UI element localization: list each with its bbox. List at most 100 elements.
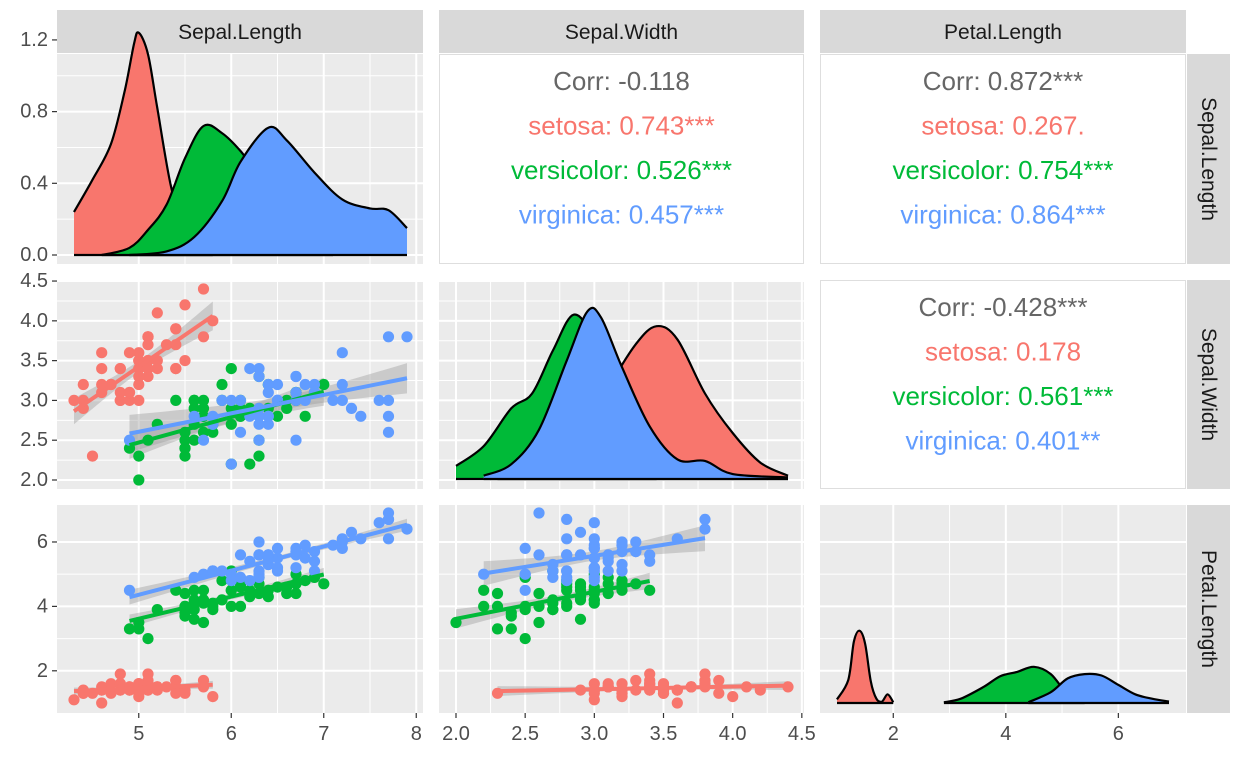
point-versicolor xyxy=(225,584,237,596)
point-versicolor xyxy=(574,613,587,625)
point-versicolor xyxy=(225,418,237,430)
point-setosa xyxy=(713,687,725,699)
point-setosa xyxy=(86,450,99,462)
point-virginica xyxy=(588,533,600,545)
panel-background xyxy=(57,280,423,489)
density-line-virginica xyxy=(1027,672,1170,704)
density-area-virginica xyxy=(129,126,407,255)
density-line-virginica xyxy=(483,306,789,479)
density-area-virginica xyxy=(483,307,788,479)
point-versicolor xyxy=(170,394,182,406)
point-virginica xyxy=(197,434,210,446)
point-virginica xyxy=(519,542,531,555)
point-versicolor xyxy=(179,442,191,454)
correlation-virginica: virginica: 0.457*** xyxy=(519,200,724,230)
point-setosa xyxy=(96,363,108,375)
column-strip xyxy=(57,10,423,53)
row-strip-label: Sepal.Length xyxy=(1197,97,1220,221)
point-virginica xyxy=(345,526,358,538)
correlation-panel xyxy=(820,54,1186,264)
x-tick-label: 6 xyxy=(226,723,237,745)
point-virginica xyxy=(699,523,711,535)
point-setosa xyxy=(68,394,80,406)
point-versicolor xyxy=(133,623,145,635)
point-setosa xyxy=(179,355,191,367)
point-versicolor xyxy=(188,613,200,625)
point-setosa xyxy=(133,378,145,391)
point-virginica xyxy=(373,517,385,529)
point-versicolor xyxy=(519,633,531,645)
point-virginica xyxy=(253,363,265,375)
point-virginica xyxy=(225,575,237,587)
correlation-overall: Corr: -0.428*** xyxy=(918,292,1087,322)
point-versicolor xyxy=(142,633,154,645)
point-setosa xyxy=(151,307,163,319)
y-tick-label: 4 xyxy=(37,595,48,617)
point-virginica xyxy=(262,386,274,399)
x-tick-label: 6 xyxy=(1113,723,1124,745)
point-virginica xyxy=(290,370,302,383)
point-versicolor xyxy=(179,587,191,600)
point-virginica xyxy=(271,542,284,555)
regression-line-setosa xyxy=(72,314,214,413)
point-setosa xyxy=(657,687,670,699)
point-versicolor xyxy=(179,450,191,462)
point-virginica xyxy=(519,568,531,580)
point-virginica xyxy=(244,575,256,587)
column-strip xyxy=(439,10,804,53)
y-tick-label: 0.4 xyxy=(20,172,48,194)
column-strip xyxy=(820,10,1186,53)
point-virginica xyxy=(225,394,237,406)
correlation-overall: Corr: 0.872*** xyxy=(923,66,1083,96)
point-virginica xyxy=(336,542,348,555)
point-setosa xyxy=(96,378,108,391)
point-setosa xyxy=(123,394,136,406)
point-virginica xyxy=(382,426,395,438)
point-versicolor xyxy=(207,426,219,438)
point-setosa xyxy=(114,394,126,406)
point-virginica xyxy=(262,410,274,422)
point-virginica xyxy=(616,539,628,551)
point-setosa xyxy=(114,668,126,680)
point-virginica xyxy=(244,363,256,375)
point-virginica xyxy=(327,394,339,406)
density-area-setosa xyxy=(837,630,894,703)
point-setosa xyxy=(123,347,136,359)
point-setosa xyxy=(114,386,126,399)
point-virginica xyxy=(253,418,265,430)
point-virginica xyxy=(290,434,302,446)
density-area-setosa xyxy=(497,326,788,479)
regression-line-versicolor xyxy=(129,572,325,623)
point-setosa xyxy=(133,370,145,383)
point-versicolor xyxy=(290,587,302,600)
y-tick-label: 2.5 xyxy=(20,429,48,451)
row-strip xyxy=(1187,280,1230,489)
point-versicolor xyxy=(123,623,136,635)
point-virginica xyxy=(299,552,311,564)
point-versicolor xyxy=(299,410,311,422)
row-strip xyxy=(1187,54,1230,264)
point-setosa xyxy=(142,668,154,680)
point-virginica xyxy=(588,517,600,529)
y-tick-label: 6 xyxy=(37,531,48,553)
y-tick-label: 1.2 xyxy=(20,29,48,51)
point-setosa xyxy=(151,363,163,375)
point-virginica xyxy=(588,565,600,577)
point-virginica xyxy=(382,513,395,526)
correlation-overall: Corr: -0.118 xyxy=(553,66,690,96)
point-versicolor xyxy=(225,600,237,613)
x-tick-label: 3.0 xyxy=(580,723,608,745)
point-versicolor xyxy=(281,402,293,414)
point-virginica xyxy=(401,331,413,343)
point-virginica xyxy=(630,536,642,548)
density-line-virginica xyxy=(129,125,408,257)
point-virginica xyxy=(574,526,587,538)
regression-line-versicolor xyxy=(455,579,651,621)
point-setosa xyxy=(179,299,191,311)
point-virginica xyxy=(253,568,265,580)
point-versicolor xyxy=(179,434,191,446)
regression-line-virginica xyxy=(128,522,408,600)
row-strip xyxy=(1187,505,1230,713)
point-virginica xyxy=(373,394,385,406)
